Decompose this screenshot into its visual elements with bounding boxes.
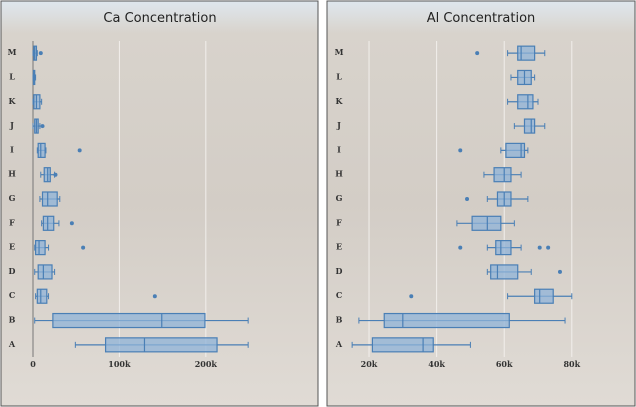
x-tick-label: 60k <box>496 359 513 369</box>
y-tick-label: G <box>336 193 343 203</box>
y-tick-label: L <box>336 71 342 81</box>
y-tick-label: B <box>9 315 16 325</box>
box <box>41 191 58 207</box>
outlier <box>77 148 82 153</box>
y-tick-label: D <box>336 266 343 276</box>
y-tick-label: I <box>10 144 14 154</box>
chart-title: Ca Concentration <box>103 11 216 26</box>
chart-title: Al Concentration <box>427 11 536 26</box>
y-tick-label: A <box>335 339 343 349</box>
y-tick-label: H <box>335 169 343 179</box>
box <box>490 264 519 280</box>
x-tick-label: 200k <box>195 359 218 369</box>
y-tick-label: E <box>9 242 15 252</box>
outlier <box>458 245 463 250</box>
y-tick-label: C <box>9 290 15 300</box>
box <box>523 118 536 134</box>
y-tick-label: K <box>9 96 17 106</box>
y-tick-label: J <box>9 120 14 130</box>
y-tick-label: M <box>8 47 17 57</box>
outlier <box>537 245 542 250</box>
y-tick-label: J <box>336 120 341 130</box>
box <box>471 215 502 231</box>
outlier <box>465 197 470 201</box>
outlier <box>53 172 58 177</box>
outlier <box>409 294 414 299</box>
box <box>383 312 510 329</box>
outlier <box>38 51 43 56</box>
y-tick-label: B <box>336 315 343 325</box>
x-tick-label: 20k <box>361 359 378 369</box>
box <box>36 288 48 304</box>
outlier <box>81 245 86 250</box>
y-tick-label: A <box>8 339 16 349</box>
y-tick-label: G <box>9 193 16 203</box>
box <box>495 240 512 256</box>
y-tick-label: L <box>9 71 15 81</box>
box <box>534 288 554 304</box>
y-tick-label: M <box>335 47 344 57</box>
box <box>517 45 536 61</box>
box <box>37 142 46 158</box>
y-tick-label: F <box>9 217 15 227</box>
outlier <box>546 245 551 250</box>
y-tick-label: D <box>9 266 16 276</box>
y-tick-label: I <box>337 144 341 154</box>
y-tick-label: F <box>336 217 342 227</box>
outlier <box>557 269 562 274</box>
outlier <box>152 294 157 299</box>
y-tick-label: E <box>336 242 342 252</box>
box <box>104 337 218 353</box>
box <box>34 240 46 256</box>
outlier <box>458 148 463 153</box>
y-tick-label: K <box>336 96 344 106</box>
box <box>371 337 434 353</box>
box <box>493 167 512 183</box>
x-tick-label: 80k <box>563 359 580 369</box>
box <box>37 264 53 280</box>
y-tick-label: H <box>8 169 16 179</box>
box <box>505 142 526 158</box>
box <box>517 94 534 110</box>
x-tick-label: 40k <box>428 359 445 369</box>
outlier <box>475 51 480 56</box>
x-tick-label: 100k <box>108 359 131 369</box>
outlier <box>40 124 45 129</box>
y-tick-label: C <box>336 290 342 300</box>
x-tick-label: 0 <box>30 359 36 369</box>
outlier <box>69 221 74 226</box>
box <box>42 215 55 231</box>
box <box>52 312 206 329</box>
